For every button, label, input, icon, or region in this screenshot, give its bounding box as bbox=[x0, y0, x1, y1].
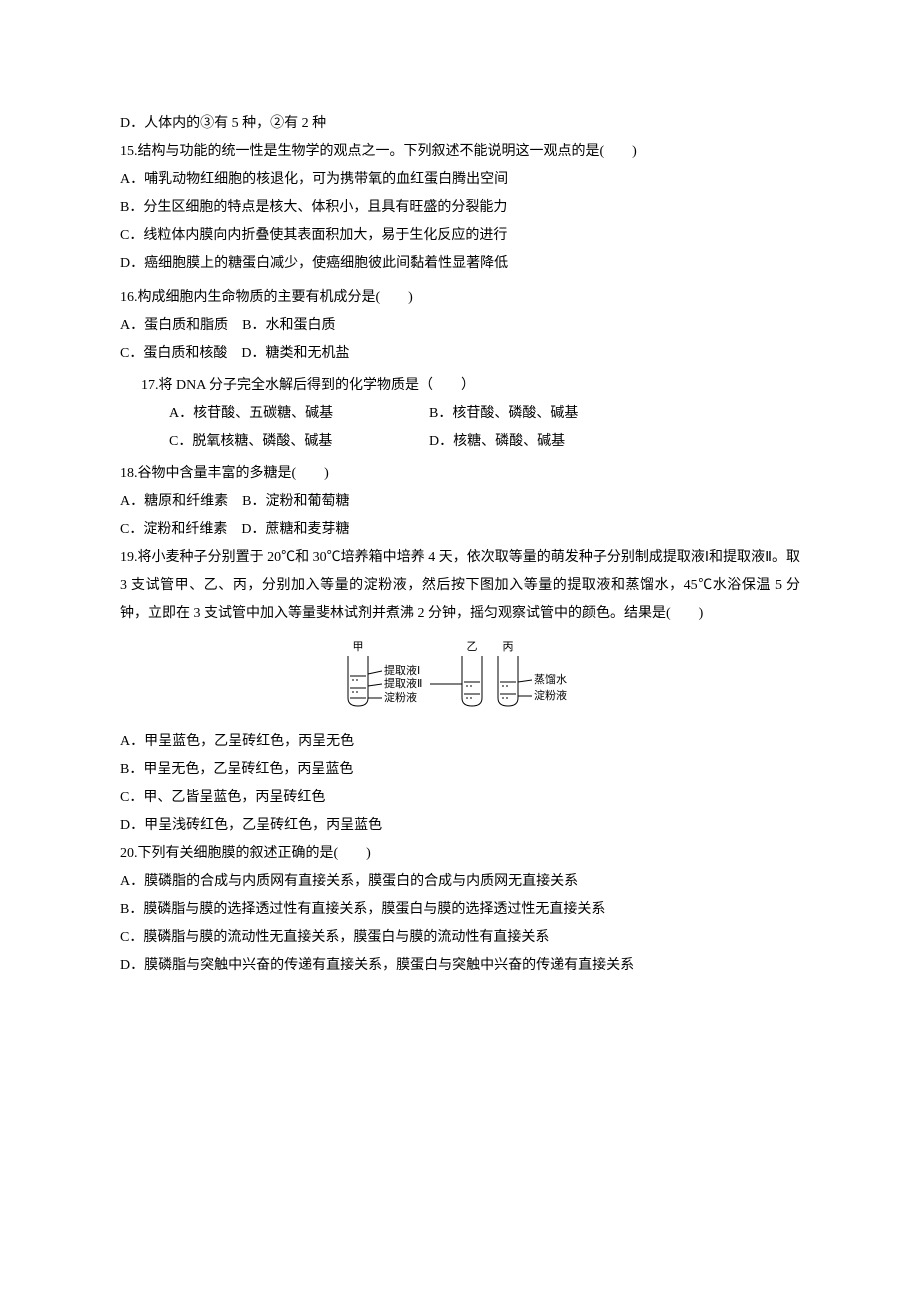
q16-option-a: A．蛋白质和脂质 bbox=[120, 312, 228, 340]
q18-options-row2: C．淀粉和纤维素 D．蔗糖和麦芽糖 bbox=[120, 516, 800, 544]
q20-option-b: B．膜磷脂与膜的选择透过性有直接关系，膜蛋白与膜的选择透过性无直接关系 bbox=[120, 896, 800, 924]
q19-option-c: C．甲、乙皆呈蓝色，丙呈砖红色 bbox=[120, 784, 800, 812]
q20-option-c: C．膜磷脂与膜的流动性无直接关系，膜蛋白与膜的流动性有直接关系 bbox=[120, 924, 800, 952]
q18-option-b: B．淀粉和葡萄糖 bbox=[242, 488, 349, 516]
q17-option-c: C．脱氧核糖、磷酸、碱基 bbox=[169, 428, 429, 456]
label-starch2: 淀粉液 bbox=[534, 688, 567, 702]
q18-option-d: D．蔗糖和麦芽糖 bbox=[241, 516, 349, 544]
q19-option-a: A．甲呈蓝色，乙呈砖红色，丙呈无色 bbox=[120, 728, 800, 756]
q15-option-a: A．哺乳动物红细胞的核退化，可为携带氧的血红蛋白腾出空间 bbox=[120, 166, 800, 194]
q17-option-d: D．核糖、磷酸、碱基 bbox=[429, 428, 565, 456]
q19-diagram: 甲 提取液Ⅰ 提取液Ⅱ 淀粉液 乙 bbox=[120, 638, 800, 718]
q19-stem: 19.将小麦种子分别置于 20℃和 30℃培养箱中培养 4 天，依次取等量的萌发… bbox=[120, 544, 800, 628]
q18-option-a: A．糖原和纤维素 bbox=[120, 488, 228, 516]
q18-stem: 18.谷物中含量丰富的多糖是( ) bbox=[120, 460, 800, 488]
label-water: 蒸馏水 bbox=[534, 672, 567, 686]
label-starch: 淀粉液 bbox=[384, 690, 417, 704]
q15-option-c: C．线粒体内膜向内折叠使其表面积加大，易于生化反应的进行 bbox=[120, 222, 800, 250]
q16-option-b: B．水和蛋白质 bbox=[242, 312, 335, 340]
q18-option-c: C．淀粉和纤维素 bbox=[120, 516, 227, 544]
q17-option-a: A．核苷酸、五碳糖、碱基 bbox=[169, 400, 429, 428]
page-content: D．人体内的③有 5 种，②有 2 种 15.结构与功能的统一性是生物学的观点之… bbox=[0, 0, 920, 1040]
q16-options-row1: A．蛋白质和脂质 B．水和蛋白质 bbox=[120, 312, 800, 340]
tubes-diagram-svg: 甲 提取液Ⅰ 提取液Ⅱ 淀粉液 乙 bbox=[310, 638, 610, 718]
q19-option-b: B．甲呈无色，乙呈砖红色，丙呈蓝色 bbox=[120, 756, 800, 784]
q15-stem: 15.结构与功能的统一性是生物学的观点之一。下列叙述不能说明这一观点的是( ) bbox=[120, 138, 800, 166]
q20-option-a: A．膜磷脂的合成与内质网有直接关系，膜蛋白的合成与内质网无直接关系 bbox=[120, 868, 800, 896]
label-bing: 丙 bbox=[503, 641, 514, 653]
q18-options-row1: A．糖原和纤维素 B．淀粉和葡萄糖 bbox=[120, 488, 800, 516]
q16-option-c: C．蛋白质和核酸 bbox=[120, 340, 227, 368]
q17-options-row2: C．脱氧核糖、磷酸、碱基 D．核糖、磷酸、碱基 bbox=[120, 428, 800, 456]
q17-options-row1: A．核苷酸、五碳糖、碱基 B．核苷酸、磷酸、碱基 bbox=[120, 400, 800, 428]
q19-option-d: D．甲呈浅砖红色，乙呈砖红色，丙呈蓝色 bbox=[120, 812, 800, 840]
q14-option-d: D．人体内的③有 5 种，②有 2 种 bbox=[120, 110, 800, 138]
q16-stem: 16.构成细胞内生命物质的主要有机成分是( ) bbox=[120, 284, 800, 312]
q17-option-b: B．核苷酸、磷酸、碱基 bbox=[429, 400, 578, 428]
label-extract2: 提取液Ⅱ bbox=[384, 676, 422, 690]
q20-stem: 20.下列有关细胞膜的叙述正确的是( ) bbox=[120, 840, 800, 868]
q16-options-row2: C．蛋白质和核酸 D．糖类和无机盐 bbox=[120, 340, 800, 368]
q16-option-d: D．糖类和无机盐 bbox=[241, 340, 349, 368]
q15-option-d: D．癌细胞膜上的糖蛋白减少，使癌细胞彼此间黏着性显著降低 bbox=[120, 250, 800, 278]
label-yi: 乙 bbox=[467, 640, 478, 653]
label-jia: 甲 bbox=[353, 641, 364, 653]
q17-stem: 17.将 DNA 分子完全水解后得到的化学物质是（ ） bbox=[120, 372, 800, 400]
label-extract1: 提取液Ⅰ bbox=[384, 663, 420, 677]
q20-option-d: D．膜磷脂与突触中兴奋的传递有直接关系，膜蛋白与突触中兴奋的传递有直接关系 bbox=[120, 952, 800, 980]
q15-option-b: B．分生区细胞的特点是核大、体积小，且具有旺盛的分裂能力 bbox=[120, 194, 800, 222]
